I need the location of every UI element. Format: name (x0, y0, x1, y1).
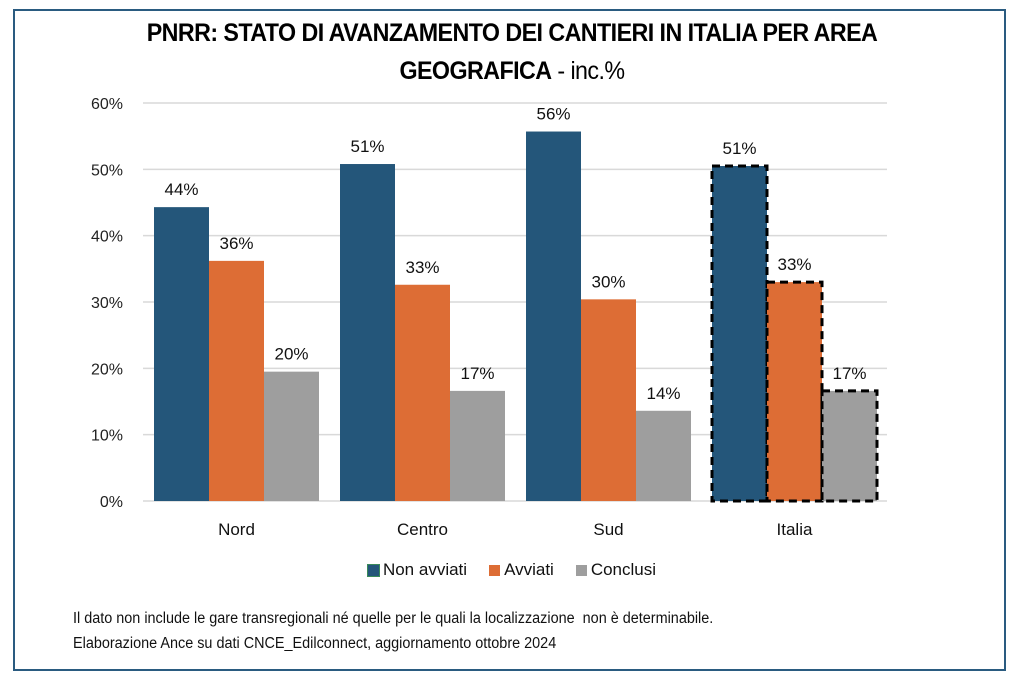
bar-conclusi-italia (820, 389, 879, 503)
y-tick-label: 0% (100, 494, 123, 511)
y-tick-label: 60% (91, 96, 123, 113)
bar-avviati-nord (209, 260, 264, 501)
y-tick-label: 30% (91, 295, 123, 312)
bars (154, 131, 879, 503)
bar-non-avviati-centro (340, 164, 395, 501)
legend-swatch-non-avviati (366, 563, 380, 577)
data-label: 20% (274, 345, 308, 364)
data-labels: 44% 36% 20% 51% 33% 17% 56% 30% 14% 51% 33% 17% (164, 105, 866, 403)
title-line-2-bold: GEOGRAFICA (399, 57, 552, 85)
footnote-source: Elaborazione Ance su dati CNCE_Edilconne… (73, 635, 557, 652)
data-label: 30% (591, 272, 625, 291)
x-category-label: Sud (593, 520, 623, 539)
legend-item-avviati: Avviati (489, 560, 554, 580)
data-label: 33% (777, 255, 811, 274)
bar-non-avviati-nord (154, 207, 209, 502)
title-line-1: PNRR: STATO DI AVANZAMENTO DEI CANTIERI … (146, 19, 878, 47)
data-label: 14% (646, 384, 680, 403)
x-category-label: Centro (397, 520, 448, 539)
footnotes: Il dato non include le gare transregiona… (73, 606, 713, 656)
data-label: 51% (350, 137, 384, 156)
bar-conclusi-sud (636, 410, 691, 501)
bar-conclusi-centro (450, 390, 505, 501)
legend-swatch-conclusi (575, 564, 587, 576)
y-axis-ticks: 0% 10% 20% 30% 40% 50% 60% (91, 96, 123, 511)
bar-non-avviati-sud (526, 131, 581, 502)
title-line-2: GEOGRAFICA - inc.% (36, 52, 988, 90)
title-suffix: - inc.% (551, 57, 625, 85)
legend-item-conclusi: Conclusi (575, 560, 657, 580)
bar-avviati-sud (581, 299, 636, 501)
bar-conclusi-nord (264, 371, 319, 501)
legend-item-non-avviati: Non avviati (366, 560, 468, 580)
y-tick-label: 50% (91, 162, 123, 179)
data-label: 17% (832, 364, 866, 383)
data-label: 17% (460, 364, 494, 383)
y-tick-label: 20% (91, 361, 123, 378)
data-label: 51% (722, 139, 756, 158)
chart-title: PNRR: STATO DI AVANZAMENTO DEI CANTIERI … (36, 14, 988, 90)
data-label: 33% (405, 258, 439, 277)
legend-swatch-avviati (489, 564, 501, 576)
data-label: 36% (219, 234, 253, 253)
legend: Non avviati Avviati Conclusi (0, 560, 1024, 580)
x-axis-categories: Nord Centro Sud Italia (218, 520, 813, 539)
legend-label: Conclusi (590, 560, 657, 579)
x-category-label: Nord (218, 520, 255, 539)
footnote-line-1: Il dato non include le gare transregiona… (73, 610, 714, 627)
bar-non-avviati-italia (710, 164, 769, 503)
bar-avviati-centro (395, 284, 450, 501)
x-category-label: Italia (777, 520, 813, 539)
legend-label: Avviati (504, 560, 554, 579)
y-tick-label: 10% (91, 428, 123, 445)
data-label: 44% (164, 180, 198, 199)
legend-label: Non avviati (382, 560, 468, 579)
bar-avviati-italia (765, 280, 824, 503)
y-tick-label: 40% (91, 229, 123, 246)
data-label: 56% (536, 105, 570, 124)
